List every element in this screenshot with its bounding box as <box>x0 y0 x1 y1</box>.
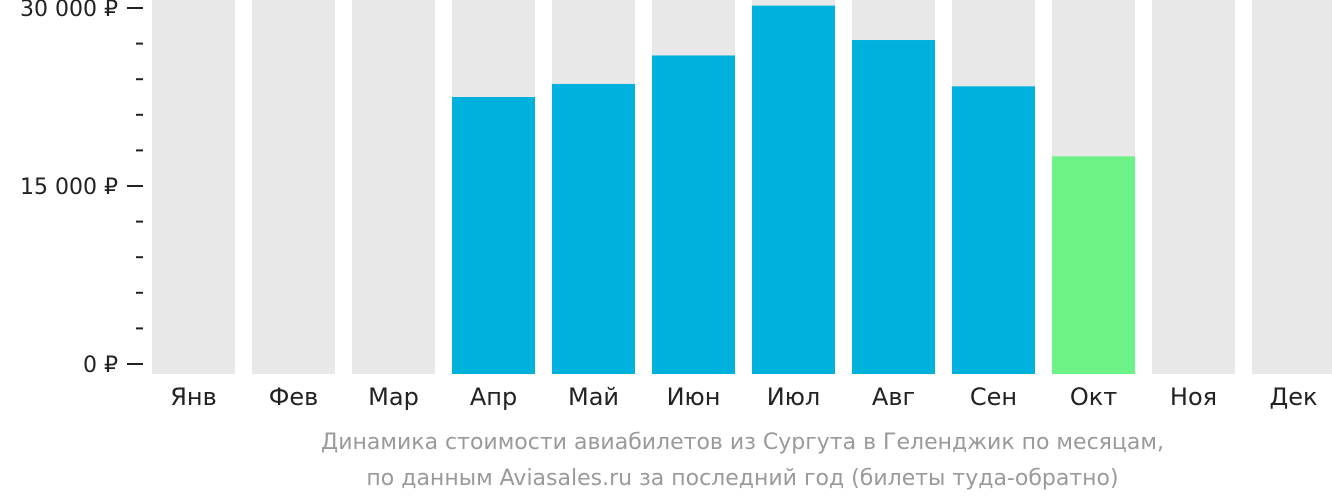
background-bar-11 <box>1152 0 1235 374</box>
y-tick-label: 0 ₽ <box>83 353 118 378</box>
background-bar-1 <box>152 0 235 374</box>
x-tick-label: Фев <box>269 383 319 411</box>
x-tick-label: Ноя <box>1170 383 1217 411</box>
x-tick-label: Янв <box>170 383 217 411</box>
x-axis: Янв Фев Мар Апр Май Июн Июл Авг Сен Окт Ноя Дек <box>170 383 1317 411</box>
x-tick-label: Апр <box>470 383 517 411</box>
bar-6 <box>652 55 735 374</box>
y-tick-label: 15 000 ₽ <box>20 175 118 200</box>
bar-5 <box>552 83 635 375</box>
y-tick-label: 30 000 ₽ <box>20 0 118 22</box>
x-tick-label: Май <box>568 383 619 411</box>
background-bar-2 <box>252 0 335 374</box>
chart-caption-line-1: Динамика стоимости авиабилетов из Сургут… <box>321 430 1164 455</box>
bar-8 <box>852 40 935 374</box>
y-axis: 0 ₽ 15 000 ₽ 30 000 ₽ <box>20 0 143 378</box>
x-tick-label: Дек <box>1269 383 1317 411</box>
x-tick-label: Авг <box>872 383 915 411</box>
bar-10 <box>1052 156 1135 374</box>
x-tick-label: Мар <box>368 383 419 411</box>
background-bar-3 <box>352 0 435 374</box>
x-tick-label: Сен <box>970 383 1017 411</box>
bar-9 <box>952 86 1035 374</box>
x-tick-label: Окт <box>1070 383 1117 411</box>
x-tick-label: Июл <box>767 383 821 411</box>
x-tick-label: Июн <box>667 383 721 411</box>
chart-caption-line-2: по данным Aviasales.ru за последний год … <box>366 466 1119 491</box>
data-bars <box>452 5 1135 375</box>
background-bars <box>152 0 1332 374</box>
background-bar-12 <box>1252 0 1332 374</box>
bar-4 <box>452 97 535 374</box>
bar-7 <box>752 5 835 374</box>
